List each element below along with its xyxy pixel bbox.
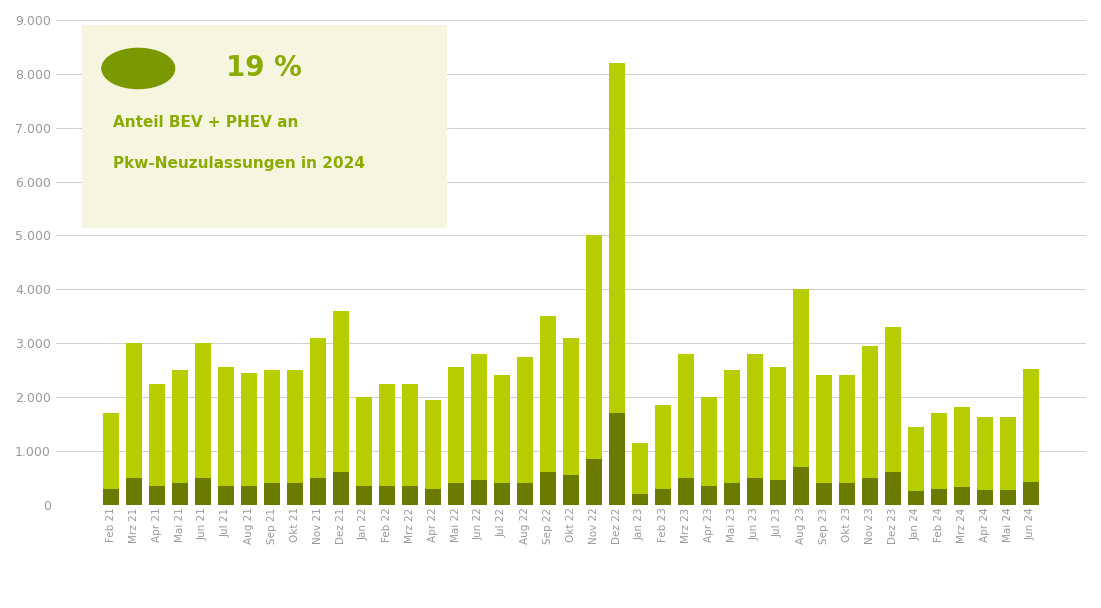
Bar	[1000, 417, 1016, 489]
Bar	[862, 346, 879, 478]
Bar	[632, 443, 648, 494]
Bar	[746, 354, 763, 478]
Bar	[102, 413, 119, 489]
Bar	[1023, 369, 1039, 482]
Bar	[930, 489, 947, 505]
Text: 19 %: 19 %	[226, 55, 302, 83]
Bar	[839, 376, 855, 483]
Bar	[632, 494, 648, 505]
Bar	[425, 489, 442, 505]
Bar	[218, 486, 235, 505]
Bar	[263, 370, 281, 483]
Bar	[195, 343, 211, 478]
Bar	[816, 376, 832, 483]
Bar	[677, 354, 695, 478]
Bar	[655, 489, 672, 505]
Bar	[723, 483, 740, 505]
Bar	[333, 311, 349, 472]
Bar	[448, 483, 465, 505]
Bar	[862, 478, 879, 505]
Bar	[286, 483, 303, 505]
Bar	[402, 486, 418, 505]
Bar	[977, 417, 993, 489]
Bar	[286, 370, 303, 483]
Bar	[149, 486, 165, 505]
Bar	[309, 338, 326, 478]
Bar	[655, 405, 672, 489]
Bar	[884, 327, 902, 472]
Bar	[586, 459, 602, 505]
Text: Pkw-Neuzulassungen in 2024: Pkw-Neuzulassungen in 2024	[112, 156, 364, 171]
Bar	[700, 486, 717, 505]
Bar	[356, 486, 372, 505]
FancyBboxPatch shape	[81, 25, 447, 229]
Bar	[172, 370, 188, 483]
Bar	[493, 483, 510, 505]
Bar	[609, 63, 625, 413]
Bar	[309, 478, 326, 505]
Text: Anteil BEV + PHEV an: Anteil BEV + PHEV an	[112, 115, 298, 130]
Bar	[930, 413, 947, 489]
Text: i: i	[134, 58, 142, 78]
Bar	[425, 399, 442, 489]
Bar	[218, 367, 235, 486]
Bar	[379, 384, 395, 486]
Bar	[907, 491, 924, 505]
Bar	[539, 316, 556, 472]
Bar	[172, 483, 188, 505]
Bar	[586, 235, 602, 459]
Bar	[700, 397, 717, 486]
Bar	[839, 483, 855, 505]
Bar	[241, 373, 258, 486]
Bar	[195, 478, 211, 505]
Bar	[149, 384, 165, 486]
Bar	[770, 480, 786, 505]
Bar	[126, 478, 142, 505]
Bar	[263, 483, 281, 505]
Bar	[448, 367, 465, 483]
Bar	[379, 486, 395, 505]
Bar	[126, 343, 142, 478]
Bar	[907, 427, 924, 491]
Bar	[677, 478, 695, 505]
Bar	[241, 486, 258, 505]
Bar	[470, 480, 488, 505]
Bar	[516, 357, 533, 483]
Bar	[609, 413, 625, 505]
Bar	[770, 367, 786, 480]
Bar	[884, 472, 902, 505]
Bar	[333, 472, 349, 505]
Bar	[516, 483, 533, 505]
Bar	[1023, 482, 1039, 505]
Bar	[470, 354, 488, 480]
Bar	[539, 472, 556, 505]
Bar	[356, 397, 372, 486]
Bar	[816, 483, 832, 505]
Bar	[563, 338, 579, 475]
Bar	[723, 370, 740, 483]
Bar	[563, 475, 579, 505]
Bar	[953, 407, 970, 488]
Bar	[977, 489, 993, 505]
Bar	[746, 478, 763, 505]
Bar	[1000, 489, 1016, 505]
Bar	[493, 376, 510, 483]
Bar	[953, 488, 970, 505]
Bar	[793, 289, 809, 467]
Bar	[402, 384, 418, 486]
Bar	[793, 467, 809, 505]
Bar	[102, 489, 119, 505]
